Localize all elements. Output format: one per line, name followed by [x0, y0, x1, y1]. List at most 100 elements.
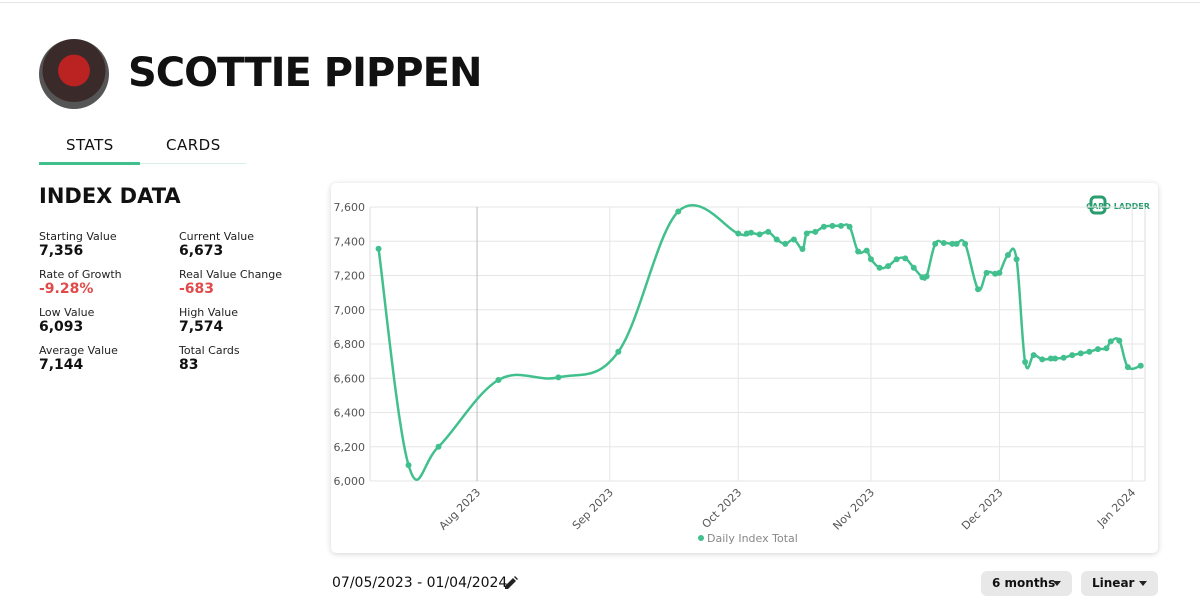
tab[interactable]: STATS	[66, 136, 114, 154]
stat-value: -9.28%	[39, 281, 94, 297]
data-point	[1004, 251, 1011, 258]
chart-card	[331, 183, 1158, 553]
data-point	[983, 269, 990, 276]
data-point	[1013, 256, 1020, 263]
data-point	[812, 228, 819, 235]
data-point	[1039, 356, 1046, 363]
data-point	[799, 245, 806, 252]
data-point	[949, 240, 956, 247]
data-point	[953, 240, 960, 247]
data-point	[1137, 362, 1144, 369]
stat-value: 6,093	[39, 319, 84, 335]
data-point	[829, 222, 836, 229]
player-name: SCOTTIE PIPPEN	[128, 50, 482, 96]
data-point	[1103, 345, 1110, 352]
data-point	[820, 223, 827, 230]
data-point	[902, 255, 909, 262]
data-point	[790, 236, 797, 243]
data-point	[867, 256, 874, 263]
data-point	[923, 273, 930, 280]
data-point	[863, 247, 870, 254]
x-tick-label: Dec 2023	[959, 486, 1006, 533]
data-point	[1052, 355, 1059, 362]
stat-value: 7,356	[39, 243, 84, 259]
y-tick-label: 6,000	[334, 475, 366, 488]
data-point	[782, 240, 789, 247]
stat-label: Average Value	[39, 344, 118, 357]
data-point	[748, 229, 755, 236]
data-point	[1116, 337, 1123, 344]
data-point	[962, 240, 969, 247]
data-point	[910, 264, 917, 271]
data-point	[1077, 350, 1084, 357]
data-point	[803, 230, 810, 237]
data-point	[615, 348, 622, 355]
stat-label: Rate of Growth	[39, 268, 122, 281]
data-point	[1124, 364, 1131, 371]
data-point	[975, 286, 982, 293]
legend-label: Daily Index Total	[707, 532, 798, 545]
x-tick-label: Aug 2023	[437, 486, 484, 533]
data-point	[1094, 346, 1101, 353]
y-tick-label: 7,200	[334, 270, 366, 283]
legend-marker	[698, 535, 704, 541]
stat-label: High Value	[179, 306, 238, 319]
data-point	[1069, 352, 1076, 359]
stat-label: Total Cards	[179, 344, 240, 357]
data-point	[996, 269, 1003, 276]
data-point	[1047, 355, 1054, 362]
data-point	[675, 208, 682, 215]
stat-value: 6,673	[179, 243, 224, 259]
series-line	[377, 203, 1142, 481]
y-tick-label: 6,200	[334, 441, 366, 454]
data-point	[893, 256, 900, 263]
data-point	[885, 263, 892, 270]
data-point	[932, 240, 939, 247]
stat-value: 83	[179, 357, 199, 373]
data-point	[1030, 352, 1037, 359]
data-point	[1107, 338, 1114, 345]
y-tick-label: 6,400	[334, 407, 366, 420]
data-point	[1060, 354, 1067, 361]
y-tick-label: 6,600	[334, 372, 366, 385]
data-point	[837, 222, 844, 229]
stat-value: 7,144	[39, 357, 84, 373]
logo: CARD LADDER	[1086, 195, 1150, 215]
y-tick-label: 7,000	[334, 304, 366, 317]
section-title: INDEX DATA	[39, 184, 181, 208]
data-point	[495, 376, 502, 383]
data-point	[765, 228, 772, 235]
stat-label: Starting Value	[39, 230, 117, 243]
x-tick-label: Jan 2024	[1094, 486, 1138, 530]
stat-value: -683	[179, 281, 215, 297]
stat-label: Low Value	[39, 306, 95, 319]
y-tick-label: 7,400	[334, 235, 366, 248]
data-point	[435, 443, 442, 450]
data-point	[405, 462, 412, 469]
data-point	[375, 245, 382, 252]
data-point	[735, 230, 742, 237]
stat-label: Real Value Change	[179, 268, 283, 281]
tab[interactable]: CARDS	[166, 136, 221, 154]
edit-icon[interactable]	[503, 575, 519, 591]
period-dropdown[interactable]: 6 months	[981, 571, 1072, 596]
data-point	[1022, 358, 1029, 365]
data-point	[773, 236, 780, 243]
data-point	[940, 239, 947, 246]
stat-label: Current Value	[179, 230, 255, 243]
y-tick-label: 7,600	[334, 201, 366, 214]
divider	[0, 2, 1200, 3]
tab-divider	[39, 163, 246, 164]
scale-dropdown[interactable]: Linear	[1081, 571, 1158, 596]
y-tick-label: 6,800	[334, 338, 366, 351]
date-range: 07/05/2023 - 01/04/2024	[332, 575, 508, 591]
avatar	[39, 39, 109, 109]
x-tick-label: Sep 2023	[570, 486, 616, 532]
data-point	[756, 231, 763, 238]
data-point	[846, 223, 853, 230]
data-point	[555, 374, 562, 381]
stat-value: 7,574	[179, 319, 224, 335]
data-point	[855, 248, 862, 255]
